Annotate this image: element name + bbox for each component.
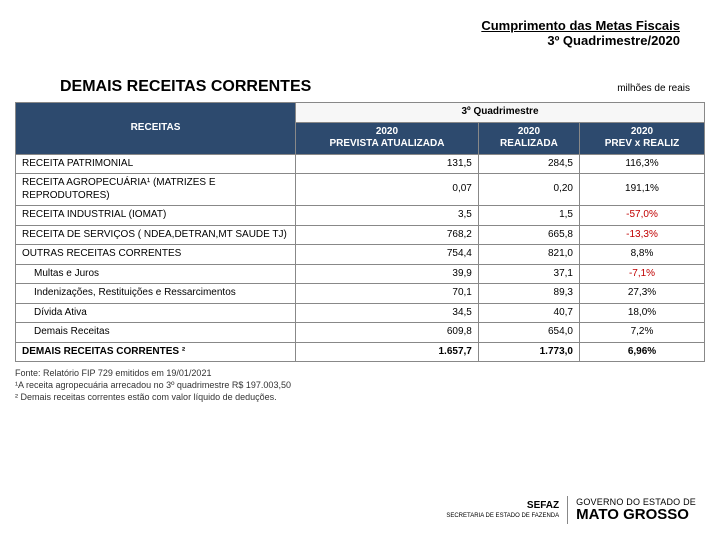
total-prevista: 1.657,7 — [296, 342, 479, 362]
footnotes: Fonte: Relatório FIP 729 emitidos em 19/… — [15, 368, 705, 402]
row-realizada: 654,0 — [478, 323, 579, 343]
footer-divider — [567, 496, 568, 524]
th-realizada: 2020 REALIZADA — [478, 122, 579, 154]
total-realizada: 1.773,0 — [478, 342, 579, 362]
th-group: 3º Quadrimestre — [296, 103, 705, 123]
table-row: Dívida Ativa34,540,718,0% — [16, 303, 705, 323]
total-pct: 6,96% — [580, 342, 705, 362]
gov-block: GOVERNO DO ESTADO DE MATO GROSSO — [576, 498, 696, 522]
th-prevista: 2020 PREVISTA ATUALIZADA — [296, 122, 479, 154]
row-realizada: 37,1 — [478, 264, 579, 284]
total-label: DEMAIS RECEITAS CORRENTES ² — [16, 342, 296, 362]
row-label: Dívida Ativa — [16, 303, 296, 323]
footnote: Fonte: Relatório FIP 729 emitidos em 19/… — [15, 368, 705, 378]
table-row: RECEITA PATRIMONIAL131,5284,5116,3% — [16, 154, 705, 174]
row-pct: 191,1% — [580, 174, 705, 206]
row-realizada: 40,7 — [478, 303, 579, 323]
row-pct: -13,3% — [580, 225, 705, 245]
row-pct: 7,2% — [580, 323, 705, 343]
th-prev-realiz: 2020 PREV x REALIZ — [580, 122, 705, 154]
row-prevista: 39,9 — [296, 264, 479, 284]
footer-logo: SEFAZ SECRETARIA DE ESTADO DE FAZENDA GO… — [446, 496, 696, 524]
row-realizada: 665,8 — [478, 225, 579, 245]
table-row: RECEITA AGROPECUÁRIA¹ (MATRIZES E REPROD… — [16, 174, 705, 206]
footnote: ² Demais receitas correntes estão com va… — [15, 392, 705, 402]
row-pct: -57,0% — [580, 206, 705, 226]
unit-label: milhões de reais — [617, 83, 690, 94]
row-prevista: 768,2 — [296, 225, 479, 245]
row-pct: -7,1% — [580, 264, 705, 284]
row-label: RECEITA AGROPECUÁRIA¹ (MATRIZES E REPROD… — [16, 174, 296, 206]
table-row: OUTRAS RECEITAS CORRENTES754,4821,08,8% — [16, 245, 705, 265]
row-pct: 8,8% — [580, 245, 705, 265]
table-row: Indenizações, Restituições e Ressarcimen… — [16, 284, 705, 304]
table-row: RECEITA DE SERVIÇOS ( NDEA,DETRAN,MT SAU… — [16, 225, 705, 245]
row-prevista: 609,8 — [296, 323, 479, 343]
row-prevista: 34,5 — [296, 303, 479, 323]
row-prevista: 3,5 — [296, 206, 479, 226]
table-row: Multas e Juros39,937,1-7,1% — [16, 264, 705, 284]
row-realizada: 0,20 — [478, 174, 579, 206]
page-title: DEMAIS RECEITAS CORRENTES — [60, 78, 311, 96]
row-realizada: 1,5 — [478, 206, 579, 226]
row-realizada: 89,3 — [478, 284, 579, 304]
table-row: RECEITA INDUSTRIAL (IOMAT)3,51,5-57,0% — [16, 206, 705, 226]
th-receitas: RECEITAS — [16, 103, 296, 155]
row-label: RECEITA PATRIMONIAL — [16, 154, 296, 174]
table-total-row: DEMAIS RECEITAS CORRENTES ²1.657,71.773,… — [16, 342, 705, 362]
row-label: Indenizações, Restituições e Ressarcimen… — [16, 284, 296, 304]
row-pct: 116,3% — [580, 154, 705, 174]
row-pct: 18,0% — [580, 303, 705, 323]
title-row: DEMAIS RECEITAS CORRENTES milhões de rea… — [0, 48, 720, 102]
table-row: Demais Receitas609,8654,07,2% — [16, 323, 705, 343]
footnote: ¹A receita agropecuária arrecadou no 3º … — [15, 380, 705, 390]
receitas-table: RECEITAS 3º Quadrimestre 2020 PREVISTA A… — [15, 102, 705, 362]
row-prevista: 0,07 — [296, 174, 479, 206]
header-line1: Cumprimento das Metas Fiscais — [0, 18, 680, 33]
row-realizada: 821,0 — [478, 245, 579, 265]
header-line2: 3º Quadrimestre/2020 — [0, 33, 680, 48]
sefaz-block: SEFAZ SECRETARIA DE ESTADO DE FAZENDA — [446, 501, 559, 519]
row-realizada: 284,5 — [478, 154, 579, 174]
row-label: RECEITA DE SERVIÇOS ( NDEA,DETRAN,MT SAU… — [16, 225, 296, 245]
row-label: RECEITA INDUSTRIAL (IOMAT) — [16, 206, 296, 226]
page-header: Cumprimento das Metas Fiscais 3º Quadrim… — [0, 0, 720, 48]
row-label: Multas e Juros — [16, 264, 296, 284]
row-label: OUTRAS RECEITAS CORRENTES — [16, 245, 296, 265]
row-prevista: 70,1 — [296, 284, 479, 304]
row-pct: 27,3% — [580, 284, 705, 304]
row-prevista: 131,5 — [296, 154, 479, 174]
row-label: Demais Receitas — [16, 323, 296, 343]
row-prevista: 754,4 — [296, 245, 479, 265]
